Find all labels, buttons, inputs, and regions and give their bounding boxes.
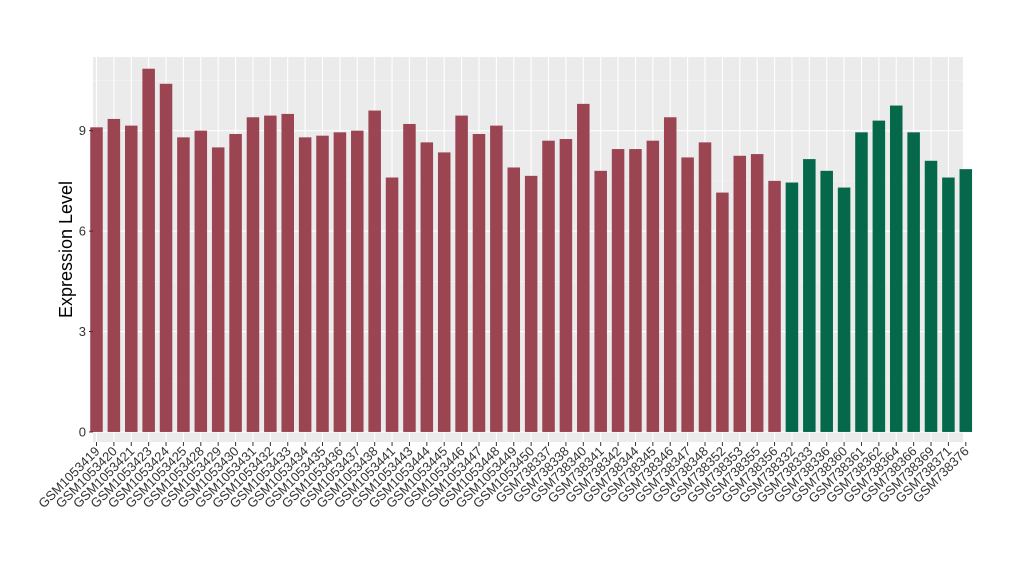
bar-GSM1053424	[159, 83, 173, 432]
y-tick-label: 0	[79, 424, 86, 439]
bar-GSM1053436	[333, 132, 347, 432]
bar-GSM738342	[611, 149, 625, 432]
bar-GSM738356	[768, 180, 781, 432]
bar-GSM1053428	[194, 130, 208, 432]
bar-GSM1053449	[507, 167, 521, 432]
y-tick-label: 3	[79, 324, 86, 339]
bar-GSM738361	[855, 132, 868, 432]
bar-GSM738355	[750, 154, 764, 432]
bar-GSM738337	[542, 140, 555, 432]
bar-GSM738362	[872, 120, 886, 432]
y-axis-title: Expression Level	[56, 181, 76, 318]
bar-GSM1053434	[298, 137, 312, 432]
bar-GSM1053445	[437, 152, 451, 432]
bar-GSM1053441	[385, 177, 399, 432]
bar-GSM738371	[942, 177, 955, 432]
bar-GSM738347	[681, 157, 694, 432]
bar-GSM1053430	[229, 134, 242, 432]
bar-GSM1053432	[264, 115, 277, 432]
bar-GSM1053429	[211, 147, 225, 432]
bar-GSM1053421	[125, 125, 138, 432]
bar-GSM1053446	[455, 115, 468, 432]
bar-GSM738341	[594, 170, 607, 432]
bar-GSM1053443	[403, 123, 416, 432]
bar-GSM1053448	[490, 125, 503, 432]
bar-GSM738352	[716, 192, 729, 432]
bar-GSM738348	[698, 142, 712, 432]
bar-GSM738344	[629, 149, 642, 432]
bar-GSM738376	[959, 169, 973, 432]
y-axis: 0 3 6 9	[79, 123, 93, 439]
bar-GSM1053423	[142, 68, 155, 432]
bar-GSM1053435	[316, 135, 329, 432]
y-tick-label: 9	[79, 123, 86, 138]
bar-GSM1053437	[351, 130, 364, 432]
bar-GSM738369	[924, 160, 938, 432]
bar-GSM1053425	[177, 137, 190, 432]
bar-GSM1053447	[472, 134, 486, 432]
bar-GSM1053431	[246, 117, 260, 432]
bar-GSM738360	[837, 187, 851, 432]
bar-GSM738336	[820, 170, 833, 432]
bar-GSM738346	[663, 117, 677, 432]
bar-GSM738366	[907, 132, 920, 432]
bar-GSM738345	[646, 140, 660, 432]
bar-GSM1053433	[281, 113, 294, 432]
bar-GSM1053450	[524, 175, 538, 432]
bar-GSM738364	[889, 105, 903, 432]
bar-GSM738353	[733, 155, 747, 432]
bar-GSM738332	[785, 182, 799, 432]
bar-GSM738338	[559, 139, 573, 432]
y-tick-label: 6	[79, 224, 86, 239]
bar-GSM1053438	[368, 110, 381, 432]
bar-GSM1053420	[107, 118, 121, 432]
bar-GSM1053419	[90, 127, 103, 432]
bar-GSM1053444	[420, 142, 434, 432]
bars	[90, 68, 973, 432]
bar-GSM738333	[803, 159, 816, 432]
bar-GSM738340	[577, 103, 590, 432]
x-axis: GSM1053419GSM1053420GSM1053421GSM1053423…	[35, 442, 972, 511]
